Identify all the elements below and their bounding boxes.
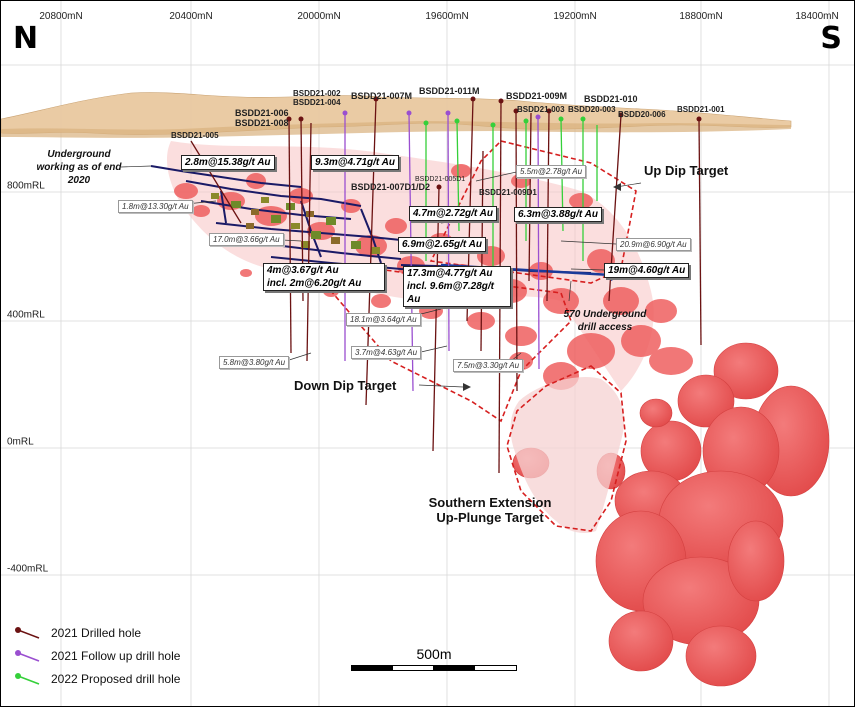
grid-label-easting: 18400mN: [795, 11, 839, 22]
north-label: N: [13, 21, 39, 56]
hole-label: BSDD21-007D1/D2: [351, 182, 431, 192]
scale-bar-segment: [474, 665, 517, 671]
scale-bar-segment: [392, 665, 435, 671]
scale-bar: 500m: [351, 646, 517, 672]
underground-working-note: Underground working as of end 2020: [36, 149, 122, 186]
legend-item: 2022 Proposed drill hole: [13, 667, 180, 690]
intercept-line: incl. 2m@6.20g/t Au: [267, 278, 362, 289]
drill-access-note: 570 Underground drill access: [563, 309, 647, 333]
intercept-line: 17.3m@4.77g/t Au: [407, 268, 493, 279]
down-dip-arrow: [463, 383, 471, 391]
down-dip-target-label: Down Dip Target: [294, 378, 397, 393]
legend: 2021 Drilled hole 2021 Follow up drill h…: [13, 621, 180, 690]
grid-label-easting: 20000mN: [297, 11, 341, 22]
intercept-line: 4m@3.67g/t Au: [267, 265, 339, 276]
legend-item: 2021 Drilled hole: [13, 621, 180, 644]
intercept-callout: 6.3m@3.88g/t Au: [514, 207, 602, 222]
hole-label: BSDD21-001: [677, 105, 725, 114]
intercept-line: incl. 9.6m@7.28g/t Au: [407, 281, 495, 305]
intercept-callout: 9.3m@4.71g/t Au: [311, 155, 399, 170]
legend-label: 2022 Proposed drill hole: [51, 671, 181, 686]
intercept-callout: 3.7m@4.63g/t Au: [351, 346, 422, 359]
hole-label: BSDD21-010: [584, 94, 638, 104]
hole-label: BSDD21-011M: [419, 86, 480, 96]
topography-shadow: [1, 121, 791, 138]
southern-extension-zone: [510, 377, 625, 533]
hole-label: BSDD21-004: [293, 98, 341, 107]
hole-label: BSDD21-008: [235, 118, 289, 128]
hole-label: BSDD21-005: [171, 131, 219, 140]
scale-bar-segment: [351, 665, 394, 671]
hole-label: BSDD20-006: [618, 110, 666, 119]
legend-item: 2021 Follow up drill hole: [13, 644, 180, 667]
hole-label: BSDD21-002: [293, 89, 341, 98]
hole-label: BSDD21-009M: [506, 91, 568, 101]
grid-label-easting: 20400mN: [169, 11, 213, 22]
grid-label-easting: 18800mN: [679, 11, 723, 22]
hole-label: BSDD21-003: [517, 105, 565, 114]
proposed-hole-symbol: [15, 672, 40, 685]
follow-up-hole-symbol: [15, 649, 40, 662]
grid-label-easting: 19200mN: [553, 11, 597, 22]
intercept-callout: 20.9m@6.90g/t Au: [616, 238, 691, 251]
drill-holes-followup: [344, 112, 540, 392]
hole-label: BSDD21-005D1: [415, 176, 466, 183]
grid-label-elevation: -400mRL: [7, 563, 49, 575]
grid-label-elevation: 400mRL: [7, 309, 45, 321]
grid-label-easting: 19600mN: [425, 11, 469, 22]
southern-extension-line: Southern Extension: [428, 495, 552, 510]
legend-label: 2021 Follow up drill hole: [51, 648, 181, 663]
intercept-callout: 6.9m@2.65g/t Au: [398, 237, 486, 252]
intercept-callout: 19m@4.60g/t Au: [604, 263, 690, 278]
up-dip-arrow: [613, 183, 621, 191]
southern-extension-line: Up-Plunge Target: [436, 510, 544, 525]
up-dip-target-label: Up Dip Target: [644, 163, 729, 178]
intercept-callout: 4.7m@2.72g/t Au: [409, 206, 497, 221]
orebody-southern: [512, 342, 830, 687]
intercept-callout: 18.1m@3.64g/t Au: [346, 313, 421, 326]
intercept-callout: 7.5m@3.30g/t Au: [453, 359, 524, 372]
hole-label: BSDD20-003: [568, 105, 616, 114]
intercept-callout: 2.8m@15.38g/t Au: [181, 155, 275, 170]
intercept-callout: 17.3m@4.77g/t Au incl. 9.6m@7.28g/t Au: [403, 266, 511, 307]
grid-label-elevation: 800mRL: [7, 180, 45, 192]
intercept-callout: 17.0m@3.66g/t Au: [209, 233, 284, 246]
intercept-callout: 5.5m@2.78g/t Au: [516, 165, 587, 178]
hole-collars: [286, 96, 702, 190]
grid-label-easting: 20800mN: [39, 11, 83, 22]
grid-label-elevation: 0mRL: [7, 436, 34, 448]
hole-label: BSDD21-009D1: [479, 188, 537, 197]
legend-label: 2021 Drilled hole: [51, 625, 142, 640]
intercept-callout: 4m@3.67g/t Au incl. 2m@6.20g/t Au: [263, 263, 385, 291]
drilled-hole-symbol: [15, 626, 40, 639]
hole-label: BSDD21-007M: [351, 91, 413, 101]
scale-bar-label: 500m: [416, 646, 452, 662]
intercept-callout: 1.8m@13.30g/t Au: [118, 200, 193, 213]
southern-extension-target-label: Southern Extension Up-Plunge Target: [411, 495, 569, 525]
south-label: S: [820, 21, 842, 56]
hole-label: BSDD21-006: [235, 108, 289, 118]
scale-bar-segment: [433, 665, 476, 671]
intercept-callout: 5.8m@3.80g/t Au: [219, 356, 290, 369]
